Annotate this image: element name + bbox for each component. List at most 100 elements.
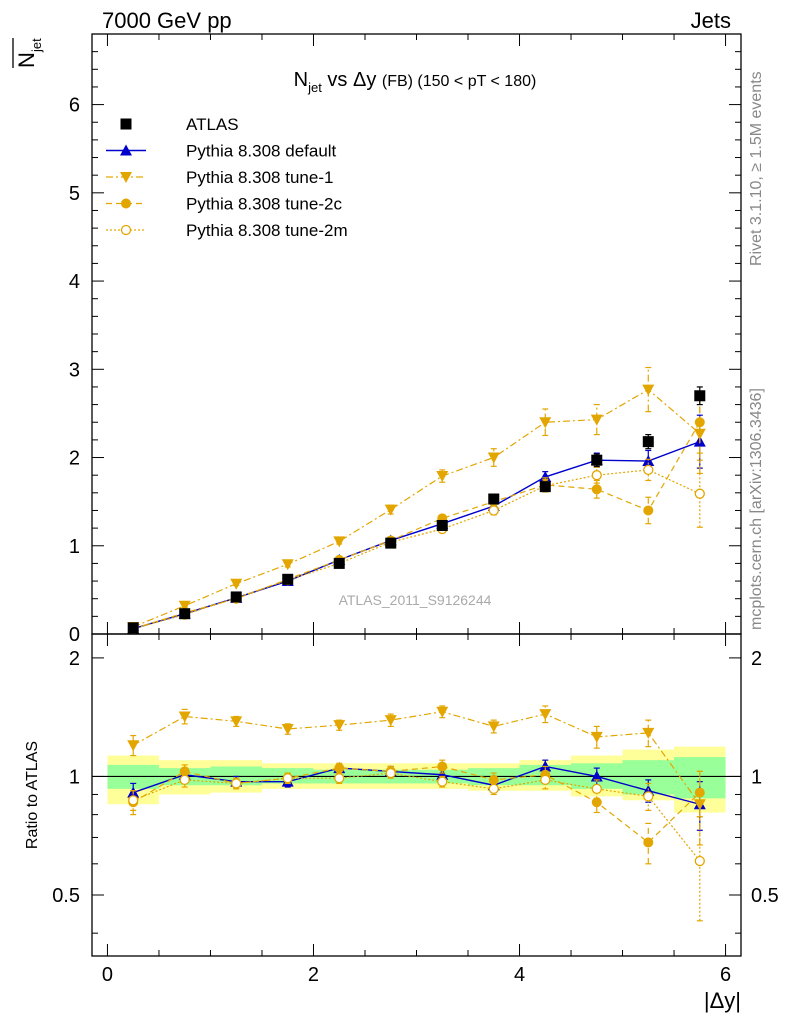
legend-marker-tune2c (121, 198, 131, 209)
main-atlas-point (385, 537, 397, 549)
ratio-y-tick-label-left: 0.5 (52, 885, 80, 907)
header-energy-label: 7000 GeV pp (102, 8, 232, 33)
ratio-tune1-point (590, 731, 603, 743)
ratio-tune1-point (539, 709, 552, 721)
legend-label-default: Pythia 8.308 default (186, 142, 337, 161)
x-tick-label: 4 (514, 964, 525, 986)
main-y-tick-label: 0 (69, 624, 80, 646)
main-tune2c-point (643, 505, 654, 516)
ratio-tune2c-point (179, 766, 190, 777)
x-axis-label: |Δy| (704, 988, 741, 1013)
ratio-tune1-point (642, 727, 655, 739)
main-y-tick-label: 4 (69, 271, 80, 293)
main-tune1-point (333, 536, 346, 548)
ratio-tune2m-point (334, 773, 345, 784)
main-tune1-point (178, 600, 191, 612)
main-tune1-point (693, 428, 706, 440)
ratio-y-axis-label: Ratio to ATLAS (24, 741, 41, 849)
ratio-tune1-point (281, 723, 294, 735)
ratio-tune2c-point (488, 774, 499, 785)
ratio-tune2m-point (128, 795, 139, 806)
ratio-tune2c-point (437, 761, 448, 772)
title-pt-range: (150 < pT < 180) (413, 73, 536, 90)
main-tune1-point (281, 559, 294, 571)
title-fb: (FB) (382, 73, 413, 90)
ratio-tune1-point (178, 711, 191, 723)
legend-label-tune2c: Pythia 8.308 tune-2c (186, 195, 342, 214)
main-y-tick-label: 1 (69, 536, 80, 558)
main-tune1-point (487, 452, 500, 464)
ratio-tune2c-point (591, 797, 602, 808)
title-vs: vs Δy (322, 69, 382, 91)
ylabel-n-subscript: jet (29, 38, 44, 53)
ratio-panel-series (127, 705, 706, 922)
x-tick-label: 2 (308, 964, 319, 986)
legend-label-tune1: Pythia 8.308 tune-1 (186, 168, 333, 187)
main-atlas-point (436, 519, 448, 531)
watermark-analysis-id: ATLAS_2011_S9126244 (339, 592, 492, 608)
ratio-tune1-point (436, 706, 449, 718)
ratio-tune2m-point (179, 774, 190, 786)
header-observable-label: Jets (691, 8, 731, 33)
ratio-tune2m-point (488, 783, 499, 795)
legend: ATLAS Pythia 8.308 default Pythia 8.308 tu… (106, 115, 348, 240)
ylabel-n: N (14, 52, 39, 68)
ratio-tune2c-point (334, 763, 345, 774)
ratio-tune2m-line (132, 772, 701, 862)
main-y-tick-label: 6 (69, 95, 80, 117)
plot-title: Njet vs Δy (FB) (150 < pT < 180) (294, 69, 537, 95)
ratio-y-tick-label-left: 1 (69, 766, 80, 788)
main-tune1-point (436, 471, 449, 483)
main-y-tick-label: 3 (69, 359, 80, 381)
main-atlas-point (179, 608, 191, 620)
main-atlas-point (488, 493, 500, 505)
main-tune1-point (539, 417, 552, 429)
main-tune2c-point (694, 417, 705, 428)
ratio-uncertainty-bands (107, 746, 726, 813)
ratio-tune2m-point (437, 776, 448, 787)
legend-marker-default (120, 144, 132, 156)
x-tick-label: 6 (720, 964, 731, 986)
main-atlas-point (642, 436, 654, 448)
main-tune2m-point (488, 505, 499, 516)
ratio-tune1-point (487, 721, 500, 733)
main-atlas-point (230, 591, 242, 603)
mcplots-reference-label: mcplots.cern.ch [arXiv:1306.3436] (748, 388, 765, 630)
main-tune1-point (590, 414, 603, 426)
rivet-version-label: Rivet 3.1.10, ≥ 1.5M events (748, 71, 765, 266)
axis-ticks (92, 33, 741, 956)
legend-label-atlas: ATLAS (186, 115, 239, 134)
legend-marker-atlas (120, 118, 132, 130)
main-panel-series (127, 366, 706, 634)
main-tune2m-point (643, 464, 654, 476)
main-y-tick-label: 5 (69, 183, 80, 205)
main-tune1-point (642, 384, 655, 396)
main-atlas-point (333, 557, 345, 569)
main-atlas-point (282, 573, 294, 585)
x-tick-label: 0 (102, 964, 113, 986)
main-atlas-point (127, 622, 139, 634)
main-y-tick-label: 2 (69, 448, 80, 470)
main-tune2m-point (591, 470, 602, 481)
ratio-y-tick-label-right: 2 (751, 648, 762, 670)
legend-marker-tune1 (120, 172, 132, 183)
ratio-tune1-point (384, 715, 397, 727)
ratio-tune1-point (333, 720, 346, 732)
ratio-default-point (590, 770, 603, 782)
ratio-tune1-point (230, 716, 243, 728)
ratio-tune2m-point (385, 767, 396, 779)
ratio-tune2m-point (231, 778, 242, 789)
ratio-tune2c-point (643, 837, 654, 848)
ratio-tune2m-point (282, 773, 293, 784)
main-atlas-point (694, 390, 706, 402)
main-atlas-point (591, 454, 603, 466)
ratio-y-tick-label-right: 1 (751, 766, 762, 788)
main-default-point (642, 455, 655, 467)
main-atlas-point (539, 481, 551, 493)
ratio-default-line (132, 765, 700, 805)
ratio-tune2m-point (591, 783, 602, 795)
main-tune2m-point (694, 488, 705, 499)
legend-marker-tune2m (120, 224, 132, 236)
ratio-tune2m-point (540, 774, 551, 786)
